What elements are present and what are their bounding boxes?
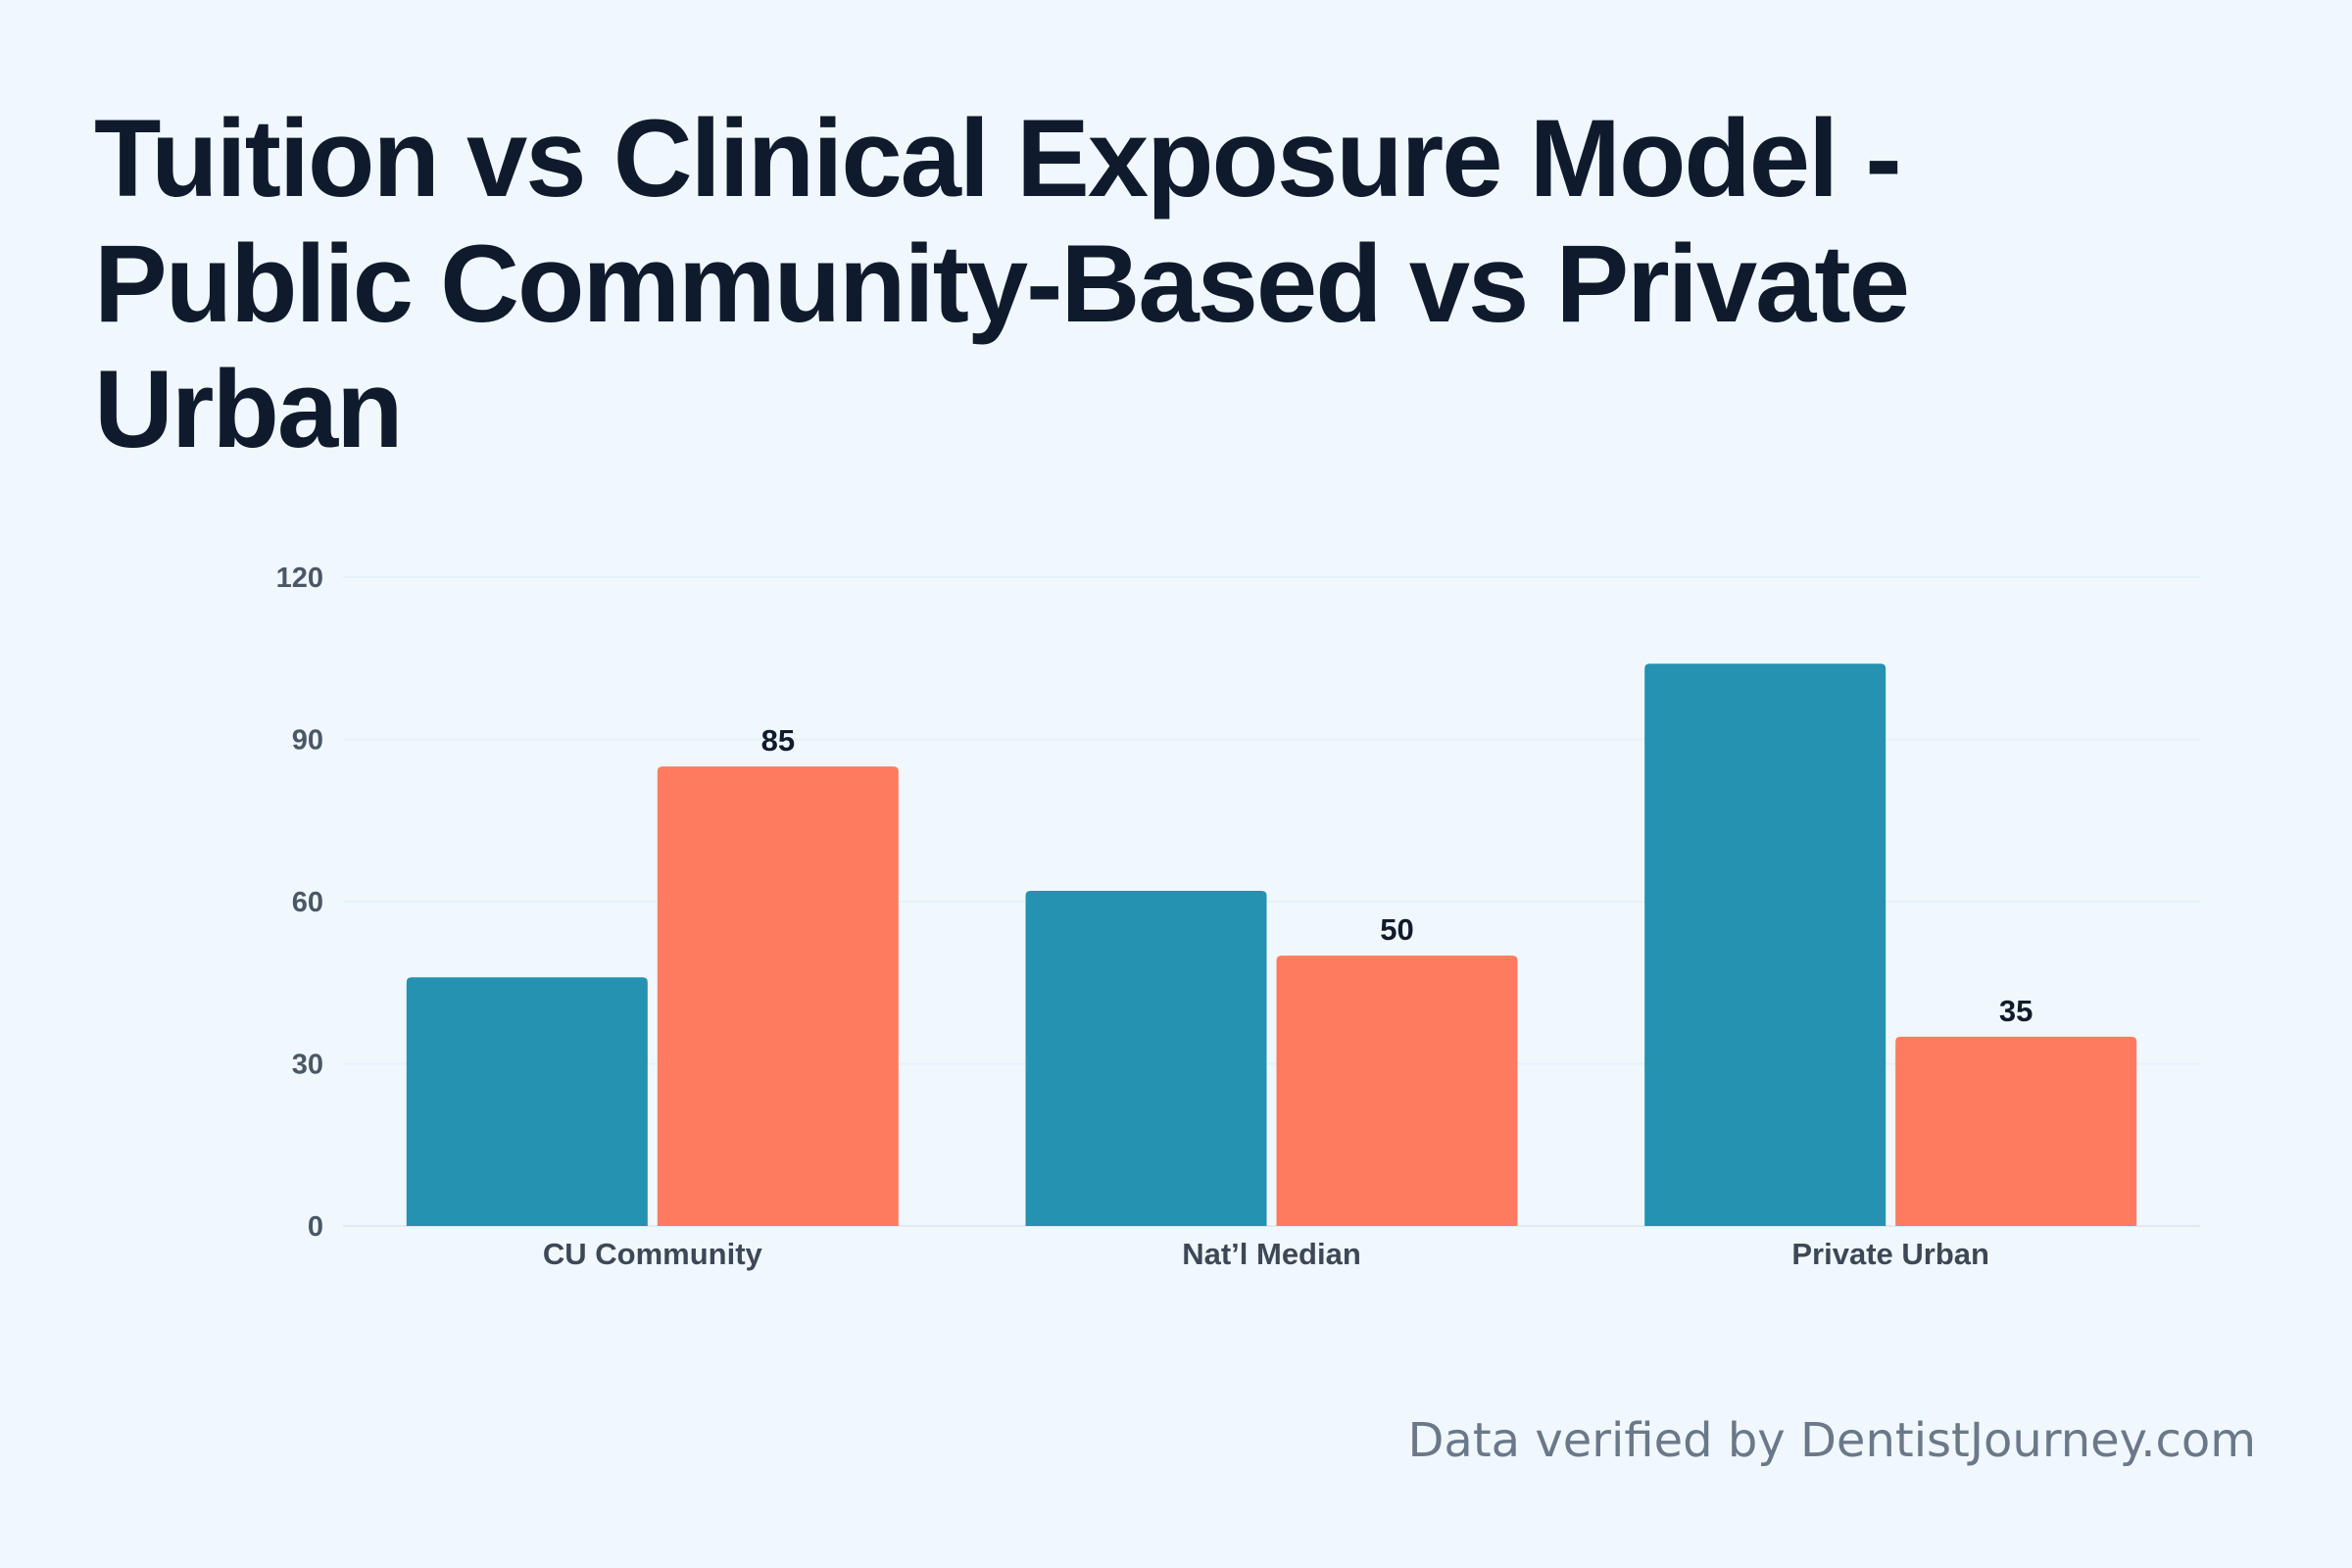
bar-series2-0: [657, 766, 899, 1226]
source-credit: Data verified by DentistJourney.com: [1407, 1413, 2256, 1468]
y-tick-label: 0: [308, 1211, 323, 1243]
bar-series2-1: [1276, 956, 1518, 1226]
bar-series2-2: [1895, 1036, 2137, 1226]
chart-title: Tuition vs Clinical Exposure Model - Pub…: [94, 97, 1910, 470]
y-tick-label: 60: [292, 887, 323, 918]
x-axis-categories: CU Community Nat’l Median Private Urban: [543, 1237, 1989, 1271]
data-labels: 85 50 35: [761, 723, 2034, 1028]
y-tick-label: 120: [276, 563, 323, 594]
bar-series1-1: [1025, 890, 1267, 1226]
bar-series1-2: [1644, 663, 1886, 1226]
y-axis-ticks: 0 30 60 90 120: [276, 563, 323, 1243]
bars: [406, 663, 2137, 1226]
y-tick-label: 30: [292, 1050, 323, 1081]
data-label: 35: [1999, 994, 2033, 1028]
category-label: Private Urban: [1791, 1237, 1989, 1271]
category-label: CU Community: [543, 1237, 763, 1271]
category-label: Nat’l Median: [1182, 1237, 1361, 1271]
data-label: 85: [761, 723, 795, 758]
y-tick-label: 90: [292, 725, 323, 757]
gridlines: [343, 576, 2200, 1227]
data-label: 50: [1380, 912, 1413, 947]
bar-series1-0: [406, 977, 648, 1226]
